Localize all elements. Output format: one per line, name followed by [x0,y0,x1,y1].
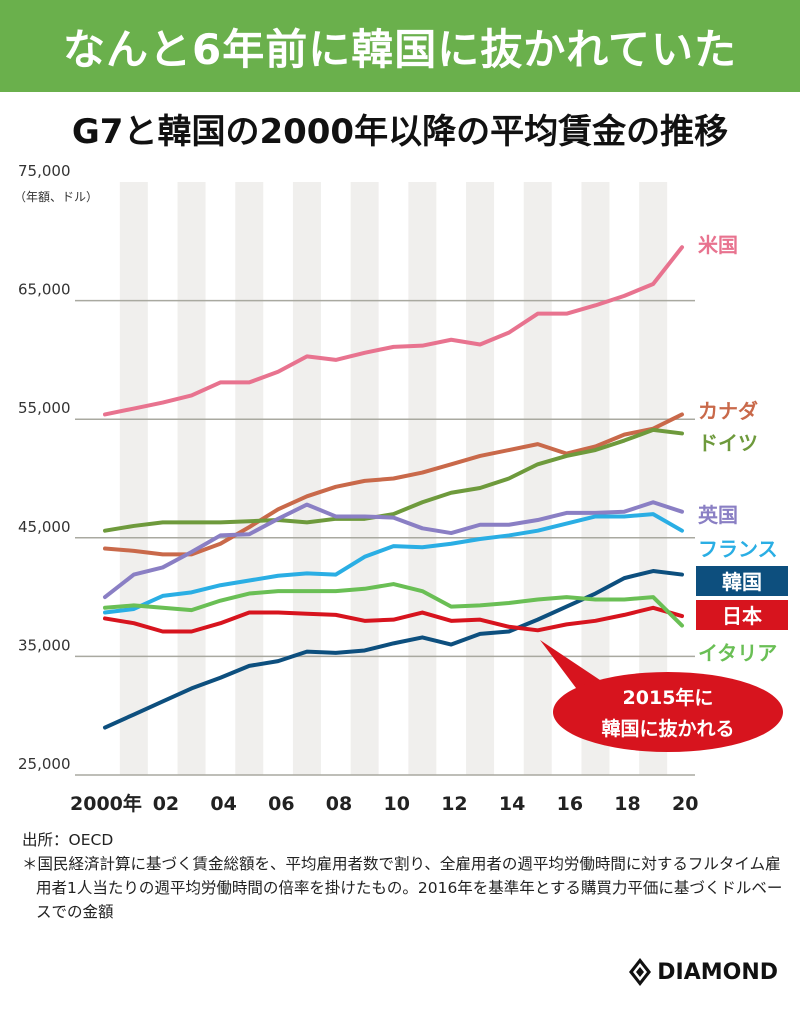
year-stripe [408,182,437,775]
x-tick-label: 16 [557,793,583,815]
x-tick-label: 14 [499,793,525,815]
logo-text: DIAMOND [657,959,778,985]
series-イタリア: イタリア [103,582,777,665]
series-米国: 米国 [103,233,738,417]
legend-box [696,566,788,596]
y-axis-unit: （年額、ドル） [14,190,98,204]
series-日本: 日本 [103,600,788,634]
callout-bubble [553,672,783,752]
x-tick-label: 06 [268,793,294,815]
line-chart: 25,000 35,000 45,000 55,000 65,000 75,000 （年額、… [14,162,788,815]
y-tick-label: 45,000 [18,518,71,536]
year-stripe [292,182,321,775]
x-tick-label: 2000年 [70,792,142,815]
source-note: 出所：OECD [22,831,114,849]
year-stripe [119,182,148,775]
x-tick-label: 10 [384,793,410,815]
diamond-icon [629,958,652,986]
diamond-logo: DIAMOND [629,958,778,986]
y-tick-label: 75,000 [18,162,71,180]
footnote: ＊国民経済計算に基づく賃金総額を、平均雇用者数で割り、全雇用者の週平均労働時間に… [22,855,783,921]
legend-label: ドイツ [698,431,758,455]
year-stripe [523,182,552,775]
legend-label: 韓国 [722,570,762,594]
x-tick-label: 02 [153,793,179,815]
legend-label: フランス [698,537,778,561]
y-tick-label: 35,000 [18,636,71,654]
x-tick-label: 18 [614,793,640,815]
x-tick-label: 20 [672,793,698,815]
year-stripe [235,182,264,775]
series-フランス: フランス [103,512,778,615]
legend-label: 英国 [698,503,738,527]
year-stripe [466,182,495,775]
legend-label: イタリア [698,641,777,665]
y-tick-label: 55,000 [18,399,71,417]
notes: 出所：OECD ＊国民経済計算に基づく賃金総額を、平均雇用者数で割り、全雇用者の… [22,828,792,924]
series-ドイツ: ドイツ [103,427,758,533]
callout-text: 韓国に抜かれる [601,717,734,740]
callout-text: 2015年に [623,686,714,709]
x-tick-label: 04 [210,793,236,815]
legend-label: 米国 [698,233,738,257]
legend-label: 日本 [722,604,762,628]
y-tick-label: 25,000 [18,755,71,773]
series-カナダ: カナダ [103,399,758,557]
year-stripe [177,182,206,775]
legend-box [696,600,788,630]
y-tick-label: 65,000 [18,281,71,299]
chart-title: G7と韓国の2000年以降の平均賃金の推移 [71,112,729,152]
x-tick-label: 08 [326,793,352,815]
series-英国: 英国 [103,500,738,600]
headline-banner: なんと6年前に韓国に抜かれていた [0,0,800,92]
x-tick-label: 12 [441,793,467,815]
legend-label: カナダ [698,399,758,423]
